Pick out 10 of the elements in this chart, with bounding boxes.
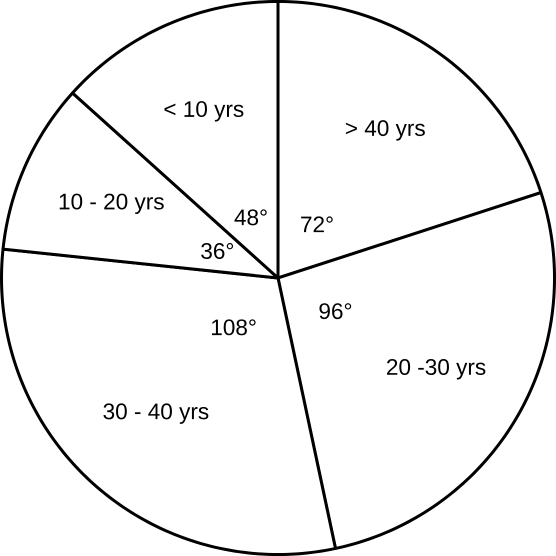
data-label: 48°	[234, 209, 267, 226]
data-label: 72°	[301, 216, 333, 232]
slice-label: > 40 yrs	[346, 120, 425, 141]
slice-label: 20 -30 yrs	[387, 359, 486, 380]
data-label: 108°	[212, 319, 256, 336]
data-label: 96°	[319, 303, 352, 320]
slice-label: < 10 yrs	[164, 101, 244, 122]
slice-label: 10 - 20 yrs	[60, 194, 164, 214]
data-label: 36°	[201, 243, 234, 259]
slice-label: 30 - 40 yrs	[103, 403, 208, 424]
